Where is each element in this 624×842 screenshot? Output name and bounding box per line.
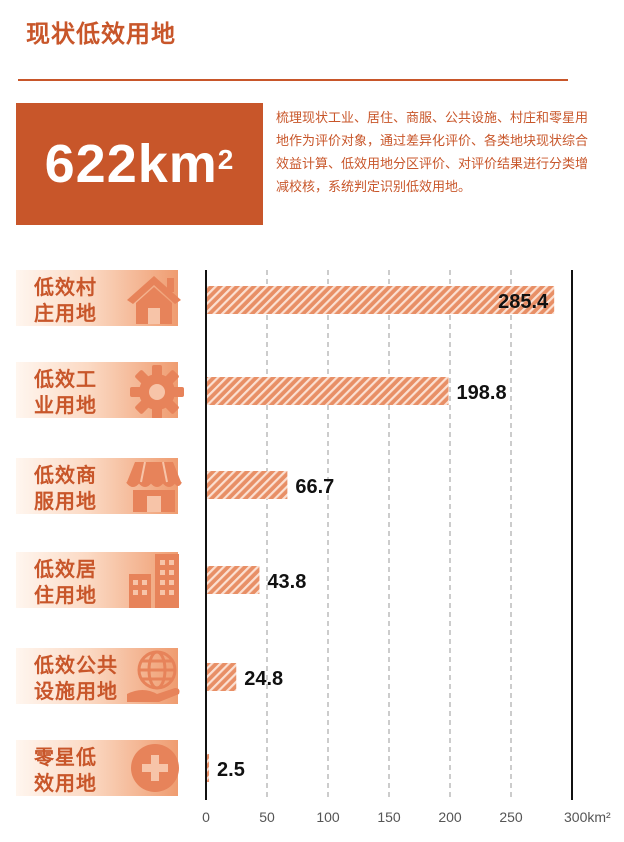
bar: [207, 471, 288, 499]
x-tick-label: 50: [259, 809, 275, 825]
bar: [207, 377, 449, 405]
row-label-line1: 低效工: [34, 367, 97, 391]
row-label-line2: 效用地: [34, 771, 97, 795]
row-label-line1: 低效居: [34, 557, 97, 581]
plus-circle-icon: [131, 744, 179, 792]
row-label-text: 低效村 庄用地: [34, 274, 124, 326]
page-title: 现状低效用地: [26, 20, 176, 48]
row-label-line2: 服用地: [34, 489, 97, 513]
row-label-line1: 低效公共: [34, 653, 118, 677]
x-tick-label: 150: [377, 809, 401, 825]
x-tick-label: 100: [316, 809, 340, 825]
row-label-text: 低效工 业用地: [34, 366, 124, 418]
bar-data-label: 198.8: [457, 382, 507, 404]
bar: [207, 754, 210, 782]
row-label-text: 零星低 效用地: [34, 744, 124, 796]
row-label-line2: 住用地: [34, 583, 97, 607]
row-label-line2: 设施用地: [34, 679, 118, 703]
row-label-text: 低效商 服用地: [34, 462, 124, 514]
total-area-value: 622km: [44, 134, 218, 194]
bar: [207, 663, 237, 691]
row-label-line2: 庄用地: [34, 301, 97, 325]
row-label-line1: 零星低: [34, 745, 97, 769]
bar-data-label: 285.4: [498, 291, 549, 313]
globe-hand-icon: [127, 650, 180, 702]
bars: 285.4 198.8 66.7 43.8 24.8 2.5: [207, 286, 555, 782]
title-divider: [18, 79, 568, 81]
gear-icon: [130, 365, 184, 418]
bar-data-label: 2.5: [217, 759, 245, 781]
house-icon: [127, 276, 181, 324]
row-label-line2: 业用地: [34, 393, 97, 417]
x-tick-label: 250: [499, 809, 523, 825]
summary-description: 梳理现状工业、居住、商服、公共设施、村庄和零星用地作为评价对象，通过差异化评价、…: [276, 111, 589, 195]
row-label-text: 低效居 住用地: [34, 556, 124, 608]
bar-data-label: 66.7: [295, 476, 334, 498]
row-label-scattered: 零星低 效用地: [16, 740, 179, 796]
axes: 0 50 100 150 200 250 300km²: [202, 270, 611, 825]
row-label-line1: 低效商: [34, 463, 97, 487]
bar-data-label: 43.8: [267, 571, 306, 593]
building-icon: [129, 554, 179, 608]
row-label-line1: 低效村: [34, 275, 97, 299]
shop-awning-icon: [126, 461, 182, 512]
row-label-village: 低效村 庄用地: [16, 270, 181, 326]
row-label-commercial: 低效商 服用地: [16, 458, 182, 514]
row-label-public-facilities: 低效公共 设施用地: [16, 648, 180, 704]
row-label-industrial: 低效工 业用地: [16, 362, 184, 418]
row-label-residential: 低效居 住用地: [16, 552, 179, 608]
row-label-text: 低效公共 设施用地: [34, 652, 124, 704]
x-tick-label: 300km²: [564, 809, 611, 825]
gridlines: [266, 270, 512, 800]
x-tick-label: 200: [438, 809, 462, 825]
bar: [207, 286, 555, 314]
bar: [207, 566, 260, 594]
x-tick-label: 0: [202, 809, 210, 825]
total-area-box: 622km 2: [16, 103, 263, 225]
bar-data-label: 24.8: [244, 668, 283, 690]
